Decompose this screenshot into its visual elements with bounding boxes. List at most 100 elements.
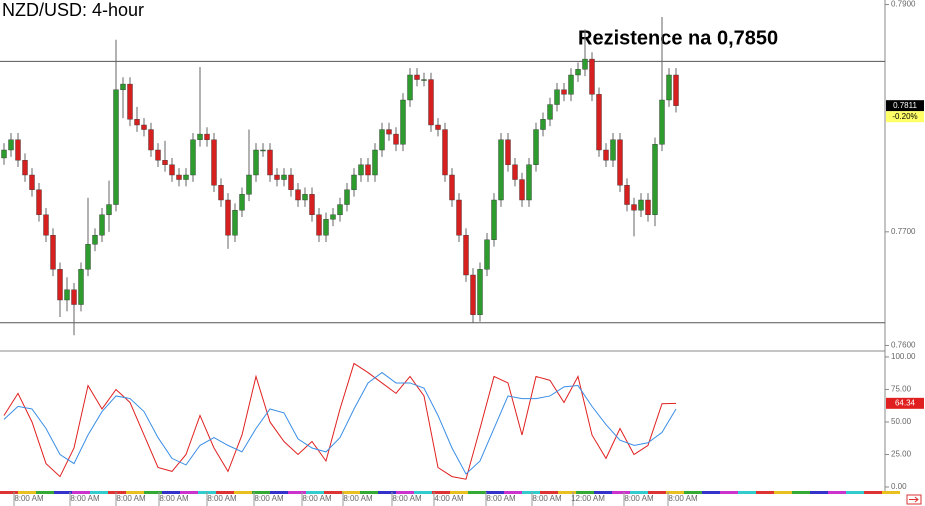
candle-body (540, 119, 546, 130)
candle-body (596, 94, 602, 151)
band-segment (486, 491, 504, 494)
candle-body (512, 164, 518, 180)
candle-body (631, 204, 637, 211)
y-tick-label: 50.00 (891, 417, 912, 426)
band-segment (630, 491, 648, 494)
candle-body (568, 74, 574, 95)
time-label: 8:00 AM (392, 494, 422, 503)
candle-body (218, 185, 224, 201)
band-segment (576, 491, 594, 494)
candle-body (302, 194, 308, 201)
color-band (0, 491, 900, 494)
time-label: 8:00 AM (14, 494, 44, 503)
y-tick-label: 0.7700 (891, 227, 916, 236)
candle-body (498, 139, 504, 201)
candle-body (78, 269, 84, 305)
candle-body (372, 149, 378, 176)
candle-body (638, 199, 644, 211)
candle-body (43, 214, 49, 236)
candle-body (330, 214, 336, 220)
candle-body (162, 160, 168, 165)
candle-body (36, 189, 42, 215)
candle-body (22, 160, 28, 176)
last-price-box (886, 100, 924, 112)
candle-body (267, 149, 273, 176)
band-segment (108, 491, 126, 494)
candle-body (169, 164, 175, 176)
candle-body (120, 83, 126, 90)
candle-body (295, 189, 301, 201)
candle-body (554, 89, 560, 105)
band-segment (522, 491, 540, 494)
candle-body (253, 149, 259, 176)
band-segment (432, 491, 450, 494)
y-tick-label: 25.00 (891, 450, 912, 459)
candle-body (113, 89, 119, 205)
band-segment (396, 491, 414, 494)
candle-body (624, 185, 630, 205)
band-segment (414, 491, 432, 494)
candle-body (197, 133, 203, 140)
band-segment (684, 491, 702, 494)
candle-body (435, 124, 441, 130)
band-segment (648, 491, 666, 494)
band-segment (378, 491, 396, 494)
band-segment (594, 491, 612, 494)
candle-body (421, 79, 427, 81)
band-segment (756, 491, 774, 494)
band-segment (738, 491, 756, 494)
time-label: 8:00 AM (343, 494, 373, 503)
band-segment (468, 491, 486, 494)
candle-body (533, 129, 539, 165)
band-segment (162, 491, 180, 494)
candle-body (575, 69, 581, 76)
candle-body (246, 174, 252, 195)
candle-body (64, 289, 70, 301)
band-segment (702, 491, 720, 494)
candle-body (29, 174, 35, 190)
candle-body (456, 199, 462, 236)
band-segment (18, 491, 36, 494)
stoch-line (3, 362, 677, 480)
candle-body (57, 269, 63, 301)
band-segment (288, 491, 306, 494)
band-segment (252, 491, 270, 494)
candle-body (8, 139, 14, 151)
band-segment (72, 491, 90, 494)
candle-body (505, 139, 511, 165)
band-segment (342, 491, 360, 494)
candle-body (274, 174, 280, 180)
candle-body (442, 129, 448, 176)
candle-body (190, 139, 196, 176)
candle-body (211, 139, 217, 186)
candle-body (15, 139, 21, 161)
candle-body (666, 74, 672, 101)
band-segment (558, 491, 576, 494)
candle-body (351, 174, 357, 190)
band-segment (540, 491, 558, 494)
candle-body (470, 274, 476, 315)
candle-body (610, 139, 616, 161)
candle-body (127, 83, 133, 120)
stoch-line (3, 371, 677, 475)
last-price-label: 0.7811 (893, 101, 917, 110)
candle-body (92, 235, 98, 245)
candle-body (400, 99, 406, 145)
candle-body (428, 79, 434, 126)
candle-body (617, 139, 623, 186)
band-segment (360, 491, 378, 494)
candle-body (50, 235, 56, 270)
chart-title: NZD/USD: 4-hour (2, 0, 144, 20)
band-segment (450, 491, 468, 494)
candle-body (547, 104, 553, 120)
last-value-box (886, 397, 924, 409)
candle-body (379, 129, 385, 151)
band-segment (216, 491, 234, 494)
band-segment (144, 491, 162, 494)
candle-body (491, 199, 497, 240)
candle-body (407, 74, 413, 101)
change-label: -0.20% (892, 112, 917, 121)
last-value-label: 64.34 (895, 398, 916, 407)
scroll-arrow (909, 496, 919, 503)
band-segment (792, 491, 810, 494)
